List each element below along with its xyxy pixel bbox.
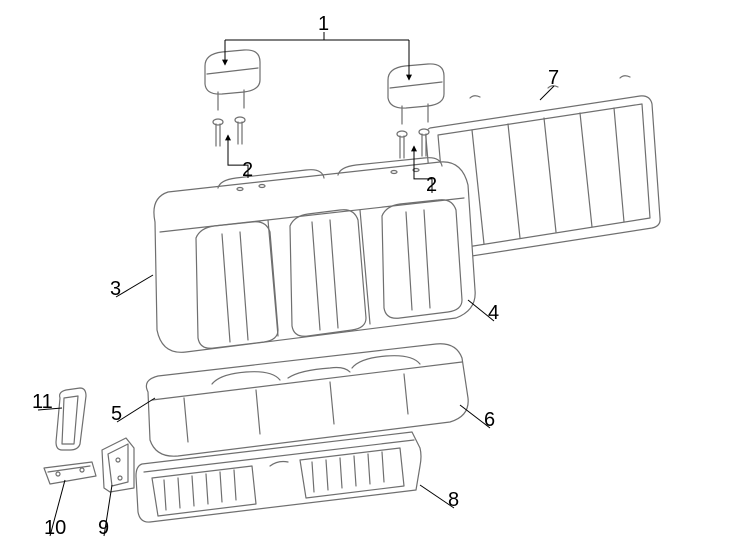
callout-8: 8 <box>448 490 459 510</box>
callout-2b: 2 <box>426 175 437 195</box>
callout-6: 6 <box>484 410 495 430</box>
guide-sleeves-left <box>213 117 245 146</box>
headrest-right <box>388 64 444 124</box>
callout-4: 4 <box>488 303 499 323</box>
callout-2: 2 <box>242 160 253 180</box>
callout-11: 11 <box>32 392 53 412</box>
callout-7: 7 <box>548 68 559 88</box>
callout-10: 10 <box>44 518 66 538</box>
hinge-bracket <box>102 438 134 492</box>
headrest-left <box>205 50 260 110</box>
parts-svg <box>0 0 734 540</box>
callout-3: 3 <box>110 279 121 299</box>
callout-9: 9 <box>98 518 109 538</box>
side-shield <box>56 388 86 450</box>
callout-5: 5 <box>111 404 122 424</box>
callout-1: 1 <box>318 14 329 34</box>
guide-sleeves-right <box>397 129 429 158</box>
latch-bracket <box>44 462 96 484</box>
seat-cushion <box>146 344 468 456</box>
